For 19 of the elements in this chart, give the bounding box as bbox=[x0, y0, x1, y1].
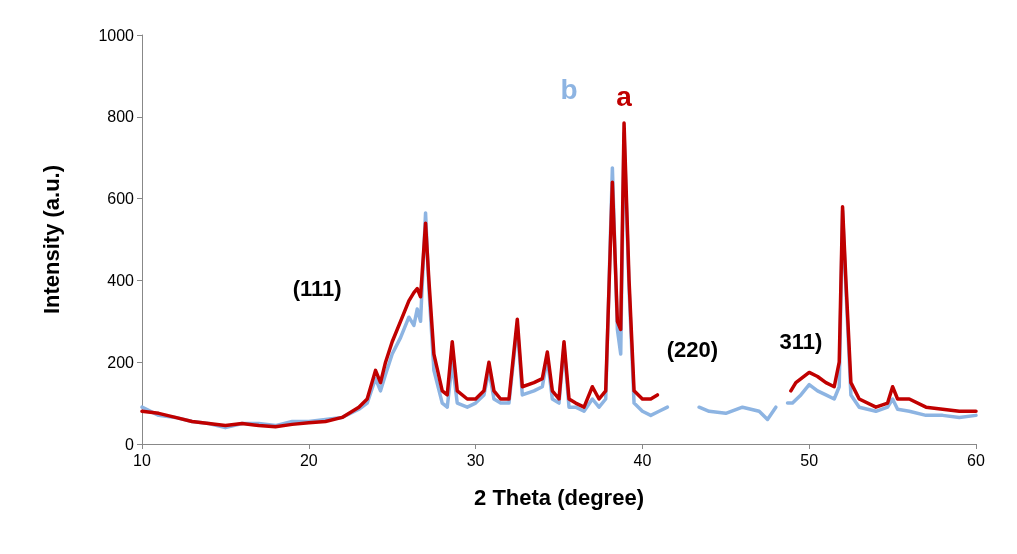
y-tick-label: 800 bbox=[107, 108, 135, 126]
annotation: 311) bbox=[779, 329, 823, 355]
y-tick-label: 400 bbox=[107, 271, 135, 289]
series-label: a bbox=[616, 81, 633, 113]
y-axis-title: Intensity (a.u.) bbox=[38, 164, 64, 315]
x-tick-label: 30 bbox=[466, 451, 485, 469]
y-tick-label: 600 bbox=[107, 190, 135, 208]
series-label: b bbox=[560, 73, 578, 105]
annotation: (220) bbox=[666, 337, 719, 363]
x-tick-label: 50 bbox=[800, 451, 819, 469]
x-tick-label: 60 bbox=[967, 451, 985, 469]
y-tick-label: 1000 bbox=[98, 26, 135, 44]
x-tick-label: 20 bbox=[299, 451, 318, 469]
y-tick-label: 200 bbox=[107, 353, 135, 371]
y-tick-label: 0 bbox=[125, 435, 135, 453]
x-axis-title: 2 Theta (degree) bbox=[474, 484, 644, 510]
x-tick-label: 10 bbox=[133, 451, 151, 469]
annotation: (111) bbox=[292, 276, 342, 302]
x-tick-label: 40 bbox=[633, 451, 652, 469]
